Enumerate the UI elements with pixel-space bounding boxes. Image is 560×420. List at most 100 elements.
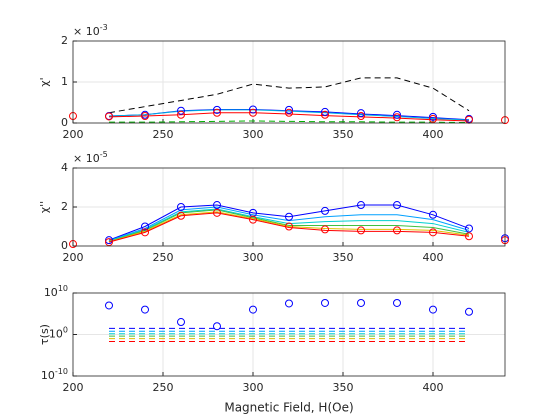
axis-exponent: × 10-5 [73, 150, 108, 166]
data-point [249, 105, 257, 114]
data-point [357, 109, 365, 118]
x-tick-label: 200 [63, 128, 84, 141]
x-tick-label: 200 [63, 381, 84, 394]
data-point [321, 225, 329, 234]
data-point [465, 232, 473, 241]
y-tick-label: 100 [49, 325, 68, 341]
data-point [357, 226, 365, 235]
x-tick-label: 250 [153, 128, 174, 141]
y-axis-label: χ'' [38, 201, 51, 213]
x-tick-label: 400 [423, 128, 444, 141]
data-point [141, 228, 149, 237]
series-line [108, 77, 470, 114]
data-point [285, 299, 293, 308]
data-point [393, 298, 401, 307]
y-tick-label: 10-10 [41, 367, 68, 383]
y-tick-label: 0 [61, 116, 68, 129]
x-tick-label: 350 [333, 251, 354, 264]
data-point [357, 201, 365, 210]
x-tick-label: 400 [423, 251, 444, 264]
axes-frame [72, 167, 506, 247]
x-tick-label: 300 [243, 381, 264, 394]
data-point [177, 318, 185, 327]
data-point [177, 203, 185, 211]
x-tick-label: 350 [333, 381, 354, 394]
tick-base: 10 [49, 328, 63, 341]
x-tick-label: 250 [153, 381, 174, 394]
data-point [213, 108, 221, 117]
data-point [105, 112, 113, 121]
series-line [108, 112, 470, 122]
data-point [213, 322, 221, 331]
axes-frame [72, 292, 506, 377]
tick-power: -10 [55, 367, 68, 376]
data-point [249, 108, 257, 117]
data-point [141, 222, 149, 231]
data-point [393, 226, 401, 235]
data-point [285, 108, 293, 117]
data-point [249, 305, 257, 314]
x-tick-label: 400 [423, 381, 444, 394]
data-point [357, 112, 365, 121]
series-line [108, 212, 470, 243]
x-tick-label: 350 [333, 128, 354, 141]
series-line [108, 109, 470, 121]
data-point [141, 112, 149, 121]
data-point [177, 106, 185, 115]
data-point [213, 208, 221, 217]
tick-power: 10 [58, 284, 68, 293]
x-tick-label: 300 [243, 251, 264, 264]
data-point [465, 224, 473, 233]
x-tick-label: 300 [243, 128, 264, 141]
data-point [141, 305, 149, 314]
y-tick-label: 1010 [44, 284, 68, 300]
data-point [321, 206, 329, 215]
data-point [285, 222, 293, 231]
data-point [429, 210, 437, 219]
data-point [213, 105, 221, 114]
series-line [108, 204, 470, 241]
data-point [393, 113, 401, 122]
exponent-power: -5 [100, 150, 108, 159]
axis-exponent: × 10-3 [73, 23, 108, 39]
tick-power: 0 [63, 325, 68, 334]
y-tick-label: 1 [61, 75, 68, 88]
data-point [285, 105, 293, 114]
exponent-base: × 10 [73, 25, 100, 38]
data-point [465, 307, 473, 316]
data-point [429, 305, 437, 314]
data-point [393, 110, 401, 119]
y-tick-label: 4 [61, 161, 68, 174]
series-line [108, 209, 470, 242]
data-point [105, 301, 113, 310]
data-point [321, 110, 329, 119]
y-tick-label: 2 [61, 200, 68, 213]
x-tick-label: 200 [63, 251, 84, 264]
data-point [429, 228, 437, 237]
data-point [321, 107, 329, 116]
tick-base: 10 [44, 286, 58, 299]
y-axis-label: χ' [38, 77, 51, 86]
data-point [393, 201, 401, 210]
data-point [429, 112, 437, 121]
y-axis-label: τ(s) [38, 324, 51, 345]
exponent-power: -3 [100, 23, 108, 32]
x-axis-label: Magnetic Field, H(Oe) [224, 401, 353, 415]
data-point [357, 298, 365, 307]
series-line [108, 208, 470, 242]
data-point [177, 110, 185, 119]
y-tick-label: 0 [61, 239, 68, 252]
x-tick-label: 250 [153, 251, 174, 264]
axes-frame [72, 40, 506, 124]
data-point [213, 201, 221, 210]
data-point [321, 298, 329, 307]
data-point [429, 114, 437, 123]
data-point [285, 212, 293, 221]
data-point [249, 215, 257, 224]
tick-base: 10 [41, 369, 55, 382]
data-point [105, 236, 113, 245]
series-line [108, 211, 470, 243]
y-tick-label: 2 [61, 34, 68, 47]
data-point [177, 211, 185, 220]
